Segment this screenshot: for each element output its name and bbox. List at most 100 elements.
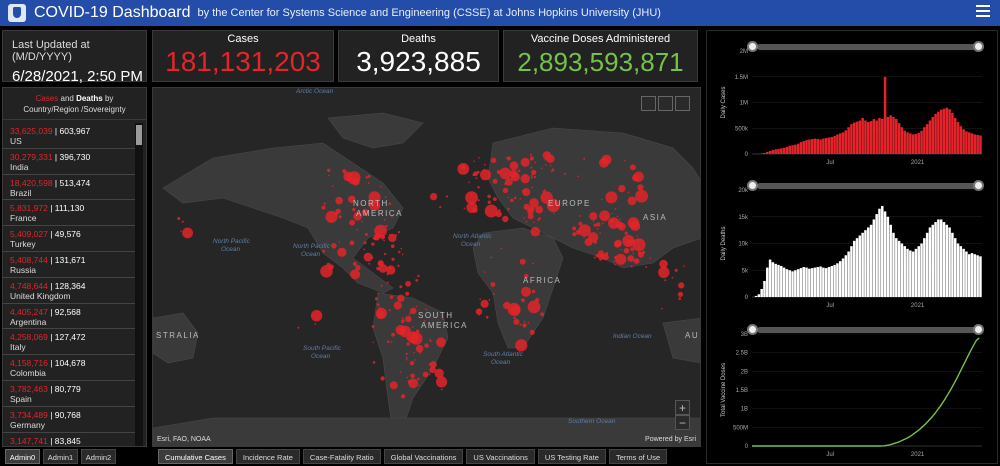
scrollbar-thumb[interactable] <box>136 125 142 145</box>
legend-icon[interactable] <box>658 96 673 111</box>
country-row[interactable]: 30,279,331 | 396,730 India <box>3 149 136 175</box>
case-bubble <box>542 151 552 160</box>
bookmark-icon[interactable] <box>641 96 656 111</box>
country-name: Colombia <box>10 368 46 379</box>
case-bubble <box>380 284 383 287</box>
case-bubble <box>492 293 495 295</box>
case-bubble <box>499 167 512 180</box>
case-bubble <box>530 166 533 169</box>
chart-ytick: 1.5B <box>736 388 748 394</box>
country-row[interactable]: 4,258,069 | 127,472 Italy <box>3 329 136 356</box>
heading-deaths-word: Deaths <box>76 94 103 103</box>
case-bubble <box>386 265 396 275</box>
map-tab-3[interactable]: Global Vaccinations <box>383 449 464 464</box>
vaccine-range-end[interactable] <box>973 324 984 335</box>
case-bubble <box>531 169 537 176</box>
country-deaths: 83,845 <box>54 435 81 446</box>
case-bubble <box>386 281 389 284</box>
chart-bar <box>819 266 822 297</box>
case-bubble <box>523 273 529 279</box>
case-bubble <box>338 241 341 243</box>
chart-ytick: 500M <box>733 425 748 431</box>
daily-cases-range-start[interactable] <box>747 41 758 52</box>
case-bubble <box>532 262 534 265</box>
case-bubble <box>588 229 590 231</box>
map-tab-6[interactable]: Terms of Use <box>608 449 668 464</box>
vaccine-doses-chart[interactable]: 0 500M 1B 1.5B 2B 2.5B 3B Total Vaccine Doses Ju… <box>707 321 999 461</box>
chart-bar <box>833 264 836 297</box>
case-bubble <box>429 340 432 343</box>
map-tab-2[interactable]: Case-Fatality Ratio <box>302 449 381 464</box>
admin-tab-1[interactable]: Admin1 <box>43 449 78 464</box>
case-bubble <box>323 202 326 205</box>
map-tab-5[interactable]: US Testing Rate <box>537 449 606 464</box>
case-bubble <box>529 156 534 161</box>
case-bubble <box>418 384 420 387</box>
chart-bar <box>883 76 887 154</box>
chart-bar <box>906 132 909 154</box>
daily-cases-range-track[interactable] <box>757 44 977 50</box>
country-row[interactable]: 5,408,744 | 131,671 Russia <box>3 252 136 278</box>
country-name: Iran <box>10 446 25 447</box>
country-row[interactable]: 3,782,463 | 80,779 Spain <box>3 381 136 407</box>
map-tab-0[interactable]: Cumulative Cases <box>158 449 233 464</box>
country-list-scrollbar[interactable] <box>135 123 143 446</box>
country-row[interactable]: 33,625,039 | 603,967 US <box>3 123 136 149</box>
country-list[interactable]: 33,625,039 | 603,967 US 30,279,331 | 396,7… <box>3 123 136 447</box>
total-vaccine-panel: Vaccine Doses Administered 2,893,593,871 <box>503 30 698 82</box>
case-bubble <box>589 212 598 221</box>
daily-deaths-chart[interactable]: 0 5k 10k 15k 20k Daily Deaths Jul 2021 <box>707 177 999 315</box>
zoom-out-button[interactable]: − <box>675 415 690 430</box>
admin-tab-2[interactable]: Admin2 <box>81 449 116 464</box>
country-row[interactable]: 18,420,598 | 513,474 Brazil <box>3 175 136 201</box>
daily-cases-chart[interactable]: 0 500k 1M 1.5M 2M Daily Cases Jul 2021 <box>707 35 999 173</box>
country-cases: 30,279,331 <box>10 151 53 162</box>
country-row[interactable]: 4,158,716 | 104,678 Colombia <box>3 355 136 381</box>
heading-and-word: and <box>58 94 77 103</box>
chart-bar <box>959 246 963 297</box>
case-bubble <box>327 168 331 172</box>
basemap-gallery-icon[interactable] <box>675 96 690 111</box>
chart-ytick: 1.5M <box>735 75 748 81</box>
country-deaths: 513,474 <box>59 177 91 188</box>
daily-deaths-range-track[interactable] <box>757 183 977 189</box>
map-tab-4[interactable]: US Vaccinations <box>466 449 535 464</box>
total-cases-panel: Cases 181,131,203 <box>152 30 334 82</box>
case-bubble <box>348 195 356 203</box>
admin-tab-0[interactable]: Admin0 <box>5 449 40 464</box>
chart-bar <box>892 116 895 154</box>
chart-bar <box>942 222 946 297</box>
chart-bar <box>852 122 856 154</box>
daily-cases-range-end[interactable] <box>973 41 984 52</box>
daily-deaths-range-start[interactable] <box>747 180 758 191</box>
map-powered-by[interactable]: Powered by Esri <box>645 436 696 443</box>
map-tab-1[interactable]: Incidence Rate <box>235 449 300 464</box>
zoom-in-button[interactable]: + <box>675 400 690 415</box>
country-row[interactable]: 3,734,489 | 90,768 Germany <box>3 407 136 433</box>
map-view-tabs: Cumulative Cases Incidence Rate Case-Fatal… <box>158 449 670 464</box>
case-bubble <box>583 236 585 238</box>
daily-deaths-range-end[interactable] <box>973 180 984 191</box>
chart-bar <box>841 258 845 297</box>
country-row[interactable]: 5,831,972 | 111,130 France <box>3 200 136 227</box>
country-row[interactable]: 5,409,027 | 49,576 Turkey <box>3 226 136 252</box>
map-landmass <box>487 127 700 269</box>
case-bubble <box>522 323 527 328</box>
case-bubble <box>385 224 388 228</box>
case-bubble <box>480 299 489 308</box>
country-row[interactable]: 4,748,644 | 128,364 United Kingdom <box>3 278 136 304</box>
map-toolbar <box>641 96 690 111</box>
vaccine-range-track[interactable] <box>757 327 977 333</box>
menu-icon[interactable] <box>976 5 990 19</box>
chart-bar <box>878 208 881 297</box>
country-row[interactable]: 4,405,247 | 92,568 Argentina <box>3 304 136 330</box>
vaccine-range-start[interactable] <box>747 324 758 335</box>
case-bubble <box>579 215 581 217</box>
chart-ytick: 1B <box>741 407 748 413</box>
country-row[interactable]: 3,147,741 | 83,845 Iran <box>3 433 136 447</box>
world-map[interactable]: Arctic Ocean NORTH AMERICA North Pacific Oce… <box>152 87 701 447</box>
chart-bar <box>900 127 904 154</box>
case-bubble <box>521 286 531 297</box>
